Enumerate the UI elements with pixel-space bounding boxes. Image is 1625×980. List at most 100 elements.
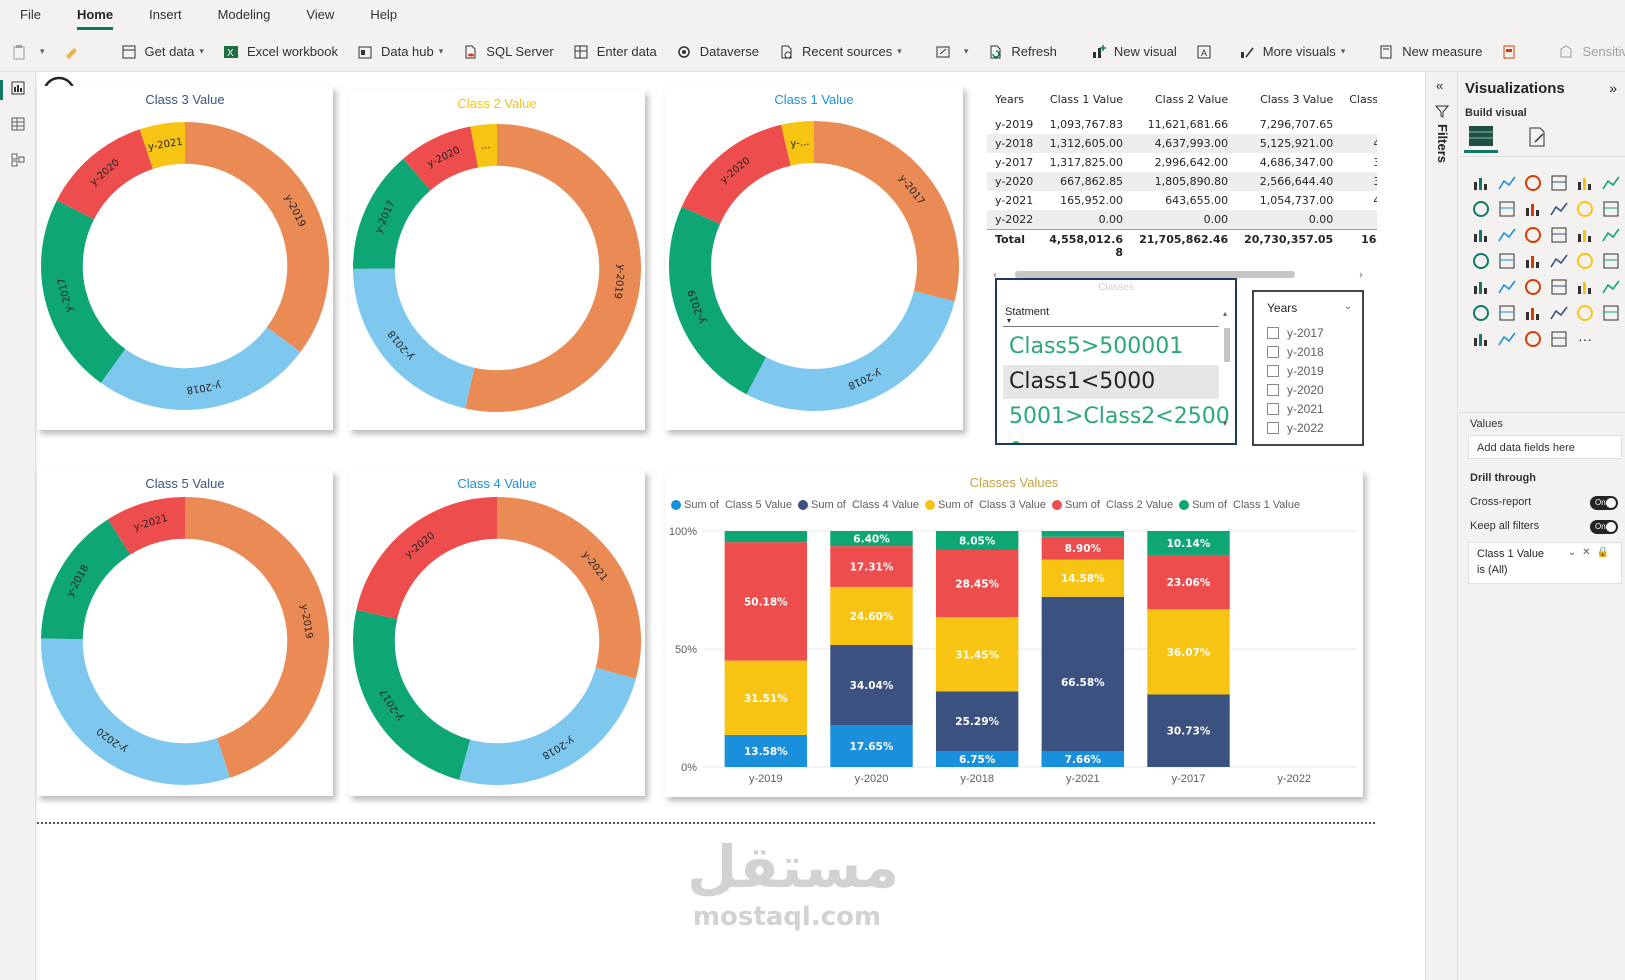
visual-type-icon[interactable] xyxy=(1546,326,1572,352)
donut-slice[interactable] xyxy=(470,124,498,168)
bar-segment[interactable] xyxy=(935,549,1019,618)
legend-item[interactable]: Sum of Class 5 Value xyxy=(671,499,792,511)
visual-type-icon[interactable] xyxy=(1572,274,1598,300)
visual-type-icon[interactable] xyxy=(1546,248,1572,274)
checkbox[interactable] xyxy=(1267,384,1279,396)
visual-type-icon[interactable] xyxy=(1546,274,1572,300)
donut-card-class5[interactable]: Class 5 Value y-2019 y-2020 y-2018 y-2021 xyxy=(37,470,333,796)
donut-slice[interactable] xyxy=(781,121,815,166)
bar-segment[interactable] xyxy=(935,617,1019,692)
visual-type-icon[interactable] xyxy=(1520,274,1546,300)
report-view-button[interactable] xyxy=(0,72,36,108)
drillthrough-filter-card[interactable]: Class 1 Value is (All) ⌄✕🔒 xyxy=(1468,542,1622,584)
visual-type-icon[interactable] xyxy=(1468,222,1494,248)
legend-item[interactable]: Sum of Class 2 Value xyxy=(1052,499,1173,511)
bar-segment[interactable] xyxy=(724,531,808,543)
donut-slice[interactable] xyxy=(669,206,767,395)
build-visual-tab[interactable] xyxy=(1464,121,1498,153)
visual-type-icon[interactable] xyxy=(1520,248,1546,274)
chevron-down-icon[interactable]: ⌄ xyxy=(1343,301,1352,312)
table-header-cell[interactable]: Class 4 Value xyxy=(1349,93,1377,106)
donut-slice[interactable] xyxy=(465,124,641,412)
donut-slice[interactable] xyxy=(184,497,329,778)
donut-slice[interactable] xyxy=(107,497,186,555)
table-view-button[interactable] xyxy=(0,108,36,144)
dataverse-button[interactable]: Dataverse xyxy=(675,43,759,61)
menu-view[interactable]: View xyxy=(306,7,335,22)
bar-segment[interactable] xyxy=(1041,559,1125,597)
visual-type-icon[interactable] xyxy=(1494,222,1520,248)
text-box-button[interactable]: A xyxy=(1195,43,1220,61)
menu-home[interactable]: Home xyxy=(76,0,114,32)
donut-slice[interactable] xyxy=(139,122,186,170)
get-data-button[interactable]: Get data ▾ xyxy=(120,43,204,61)
donut-slice[interactable] xyxy=(100,326,301,410)
bar-segment[interactable] xyxy=(830,725,913,767)
visual-type-icon[interactable] xyxy=(1494,326,1520,352)
visual-type-icon[interactable] xyxy=(1468,300,1494,326)
visual-type-icon[interactable] xyxy=(1494,300,1520,326)
bar-segment[interactable] xyxy=(724,660,808,735)
checkbox[interactable] xyxy=(1267,365,1279,377)
collapse-left-icon[interactable]: « xyxy=(1436,78,1444,93)
data-hub-button[interactable]: Data hub ▾ xyxy=(356,43,443,61)
sensitivity-button[interactable]: Sensitivity xyxy=(1557,43,1625,61)
bar-segment[interactable] xyxy=(1147,554,1230,610)
format-painter-button[interactable] xyxy=(63,43,88,61)
slicer-item[interactable]: Class1<5000 xyxy=(1003,365,1219,399)
menu-help[interactable]: Help xyxy=(370,7,398,22)
table-row[interactable]: y-2019 1,093,767.83 11,621,681.66 7,296,707… xyxy=(987,115,1377,134)
visual-type-icon[interactable] xyxy=(1494,248,1520,274)
visual-type-icon[interactable] xyxy=(1520,326,1546,352)
visual-type-icon[interactable] xyxy=(1598,326,1624,352)
values-drop-zone[interactable]: Add data fields here xyxy=(1468,435,1622,459)
menu-file[interactable]: File xyxy=(20,7,41,22)
visual-type-icon[interactable] xyxy=(1520,222,1546,248)
bar-segment[interactable] xyxy=(1041,531,1125,537)
bar-segment[interactable] xyxy=(830,586,913,646)
visual-type-icon[interactable] xyxy=(1494,170,1520,196)
visual-type-icon[interactable] xyxy=(1494,196,1520,222)
years-slicer[interactable]: Years ⌄ y-2017 y-2018 y-2019 y-2020 y-2021 y-… xyxy=(1252,290,1364,446)
bar-segment[interactable] xyxy=(830,531,913,547)
donut-slice[interactable] xyxy=(353,610,471,780)
bar-segment[interactable] xyxy=(830,645,913,726)
table-header-cell[interactable]: Class 2 Value xyxy=(1155,93,1229,106)
visual-type-icon[interactable] xyxy=(1572,170,1598,196)
sql-server-button[interactable]: SQL Server xyxy=(461,43,554,61)
visual-type-icon[interactable] xyxy=(1520,196,1546,222)
horizontal-scrollbar[interactable]: ‹ › xyxy=(993,267,1371,281)
donut-slice[interactable] xyxy=(41,638,230,785)
checkbox[interactable] xyxy=(1267,327,1279,339)
paste-button[interactable]: ▾ xyxy=(10,43,45,61)
more-visuals-button[interactable]: More visuals ▾ xyxy=(1238,43,1345,61)
donut-slice[interactable] xyxy=(746,290,955,411)
refresh-button[interactable]: Refresh xyxy=(986,43,1057,61)
visual-type-icon[interactable]: ··· xyxy=(1578,331,1592,347)
visual-type-icon[interactable] xyxy=(1468,170,1494,196)
format-visual-tab[interactable] xyxy=(1520,121,1554,153)
bar-segment[interactable] xyxy=(935,751,1019,767)
bar-segment[interactable] xyxy=(1041,751,1125,767)
checkbox[interactable] xyxy=(1267,403,1279,415)
donut-slice[interactable] xyxy=(813,121,959,302)
table-row[interactable]: y-2020 667,862.85 1,805,890.80 2,566,644.40… xyxy=(987,172,1377,191)
slicer-scrollbar[interactable]: ▴ ▾ xyxy=(1223,308,1231,438)
new-measure-button[interactable]: New measure xyxy=(1377,43,1482,61)
slicer-item[interactable]: 5001>Class2<2500 xyxy=(1009,404,1230,429)
donut-slice[interactable] xyxy=(681,124,792,225)
enter-data-button[interactable]: Enter data xyxy=(572,43,657,61)
donut-card-class1[interactable]: Class 1 Value y-2017 y-2018 y-2019 y-2020 y-… xyxy=(665,86,963,430)
donut-slice[interactable] xyxy=(459,667,636,785)
donut-slice[interactable] xyxy=(41,519,131,640)
visual-type-icon[interactable] xyxy=(1598,170,1624,196)
visual-type-icon[interactable] xyxy=(1572,196,1598,222)
year-checkbox-item[interactable]: y-2020 xyxy=(1267,383,1324,397)
menu-insert[interactable]: Insert xyxy=(149,7,182,22)
table-header-cell[interactable]: Class 1 Value xyxy=(1049,93,1124,106)
year-checkbox-item[interactable]: y-2019 xyxy=(1267,364,1324,378)
visual-type-icon[interactable] xyxy=(1520,170,1546,196)
donut-slice[interactable] xyxy=(403,126,479,191)
visual-type-icon[interactable] xyxy=(1468,196,1494,222)
year-checkbox-item[interactable]: y-2022 xyxy=(1267,421,1324,435)
